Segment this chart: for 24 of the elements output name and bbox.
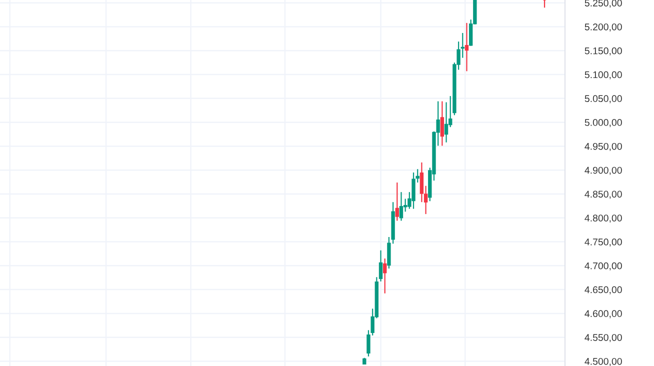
y-tick-label: 4.550,00 bbox=[584, 334, 622, 342]
candlestick bbox=[395, 182, 399, 222]
candlestick bbox=[378, 250, 383, 282]
y-tick-label: 4.900,00 bbox=[584, 166, 622, 175]
y-tick-label: 4.600,00 bbox=[584, 310, 622, 318]
y-tick-label: 4.750,00 bbox=[584, 238, 622, 247]
y-tick-label: 4.700,00 bbox=[584, 262, 622, 270]
y-tick-label: 5.100,00 bbox=[584, 71, 622, 80]
y-tick-label: 4.850,00 bbox=[584, 190, 622, 199]
y-tick-label: 5.200,00 bbox=[584, 23, 622, 32]
y-tick-label: 5.150,00 bbox=[584, 47, 622, 56]
candlestick bbox=[440, 100, 444, 146]
candlestick bbox=[464, 22, 469, 72]
candlestick bbox=[444, 102, 448, 143]
y-tick-label: 5.000,00 bbox=[584, 119, 622, 128]
y-tick-label: 4.650,00 bbox=[584, 286, 622, 294]
candlestick bbox=[399, 192, 404, 222]
y-tick-label: 4.950,00 bbox=[584, 142, 622, 151]
candlestick bbox=[412, 172, 416, 210]
y-tick-label: 4.800,00 bbox=[584, 214, 622, 223]
y-tick-label: 4.500,00 bbox=[584, 358, 622, 366]
y-tick-label: 5.250,00 bbox=[584, 0, 622, 8]
y-tick-label: 5.050,00 bbox=[584, 95, 622, 104]
candlestick bbox=[383, 258, 387, 294]
